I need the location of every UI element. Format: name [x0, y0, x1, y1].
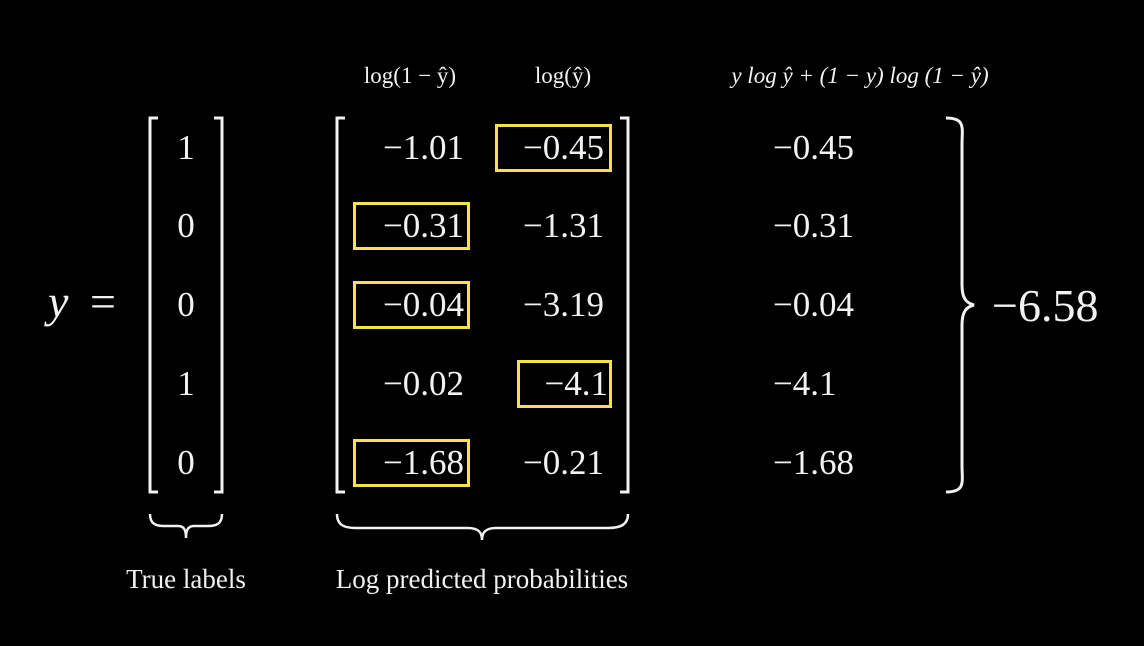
- log-one-minus-row-3: −0.04: [383, 285, 464, 324]
- header-log-one-minus-yhat: log(1 − ŷ): [363, 63, 457, 88]
- sum-brace: [945, 116, 975, 494]
- log-yhat-row-2: −1.31: [523, 206, 604, 245]
- term-row-1: −0.45: [773, 128, 854, 167]
- true-label-row-4: 1: [177, 364, 195, 403]
- lhs-variable: y: [48, 276, 69, 327]
- log-yhat-row-3: −3.19: [523, 285, 604, 324]
- true-label-row-1: 1: [177, 128, 195, 167]
- true-label-row-5: 0: [177, 443, 195, 482]
- term-row-4: −4.1: [773, 364, 837, 403]
- log-probabilities-underbrace: [335, 513, 630, 541]
- true-labels-left-bracket: [148, 116, 158, 494]
- log-yhat-row-4: −4.1: [544, 364, 609, 403]
- highlight-box-row-3: [353, 281, 470, 329]
- highlight-box-row-1: [495, 124, 612, 172]
- term-row-2: −0.31: [773, 206, 854, 245]
- log-one-minus-row-1: −1.01: [383, 128, 464, 167]
- equals-sign: =: [90, 276, 116, 327]
- true-label-row-3: 0: [177, 285, 195, 324]
- term-row-3: −0.04: [773, 285, 854, 324]
- log-one-minus-row-2: −0.31: [383, 206, 464, 245]
- matrix-right-bracket: [620, 116, 630, 494]
- log-yhat-row-5: −0.21: [523, 443, 604, 482]
- matrix-left-bracket: [335, 116, 345, 494]
- header-formula: y log ŷ + (1 − y) log (1 − ŷ): [731, 63, 989, 88]
- highlight-box-row-4: [517, 360, 612, 408]
- log-one-minus-row-4: −0.02: [383, 364, 464, 403]
- log-one-minus-row-5: −1.68: [383, 443, 464, 482]
- highlight-box-row-2: [353, 202, 470, 250]
- caption-log-predicted-probabilities: Log predicted probabilities: [335, 564, 629, 594]
- header-log-yhat: log(ŷ): [534, 63, 592, 88]
- true-labels-right-bracket: [214, 116, 224, 494]
- sum-total: −6.58: [992, 280, 1099, 331]
- true-labels-underbrace: [148, 513, 224, 539]
- highlight-box-row-5: [353, 439, 470, 487]
- term-row-5: −1.68: [773, 443, 854, 482]
- log-yhat-row-1: −0.45: [523, 128, 604, 167]
- caption-true-labels: True labels: [126, 564, 246, 594]
- true-label-row-2: 0: [177, 206, 195, 245]
